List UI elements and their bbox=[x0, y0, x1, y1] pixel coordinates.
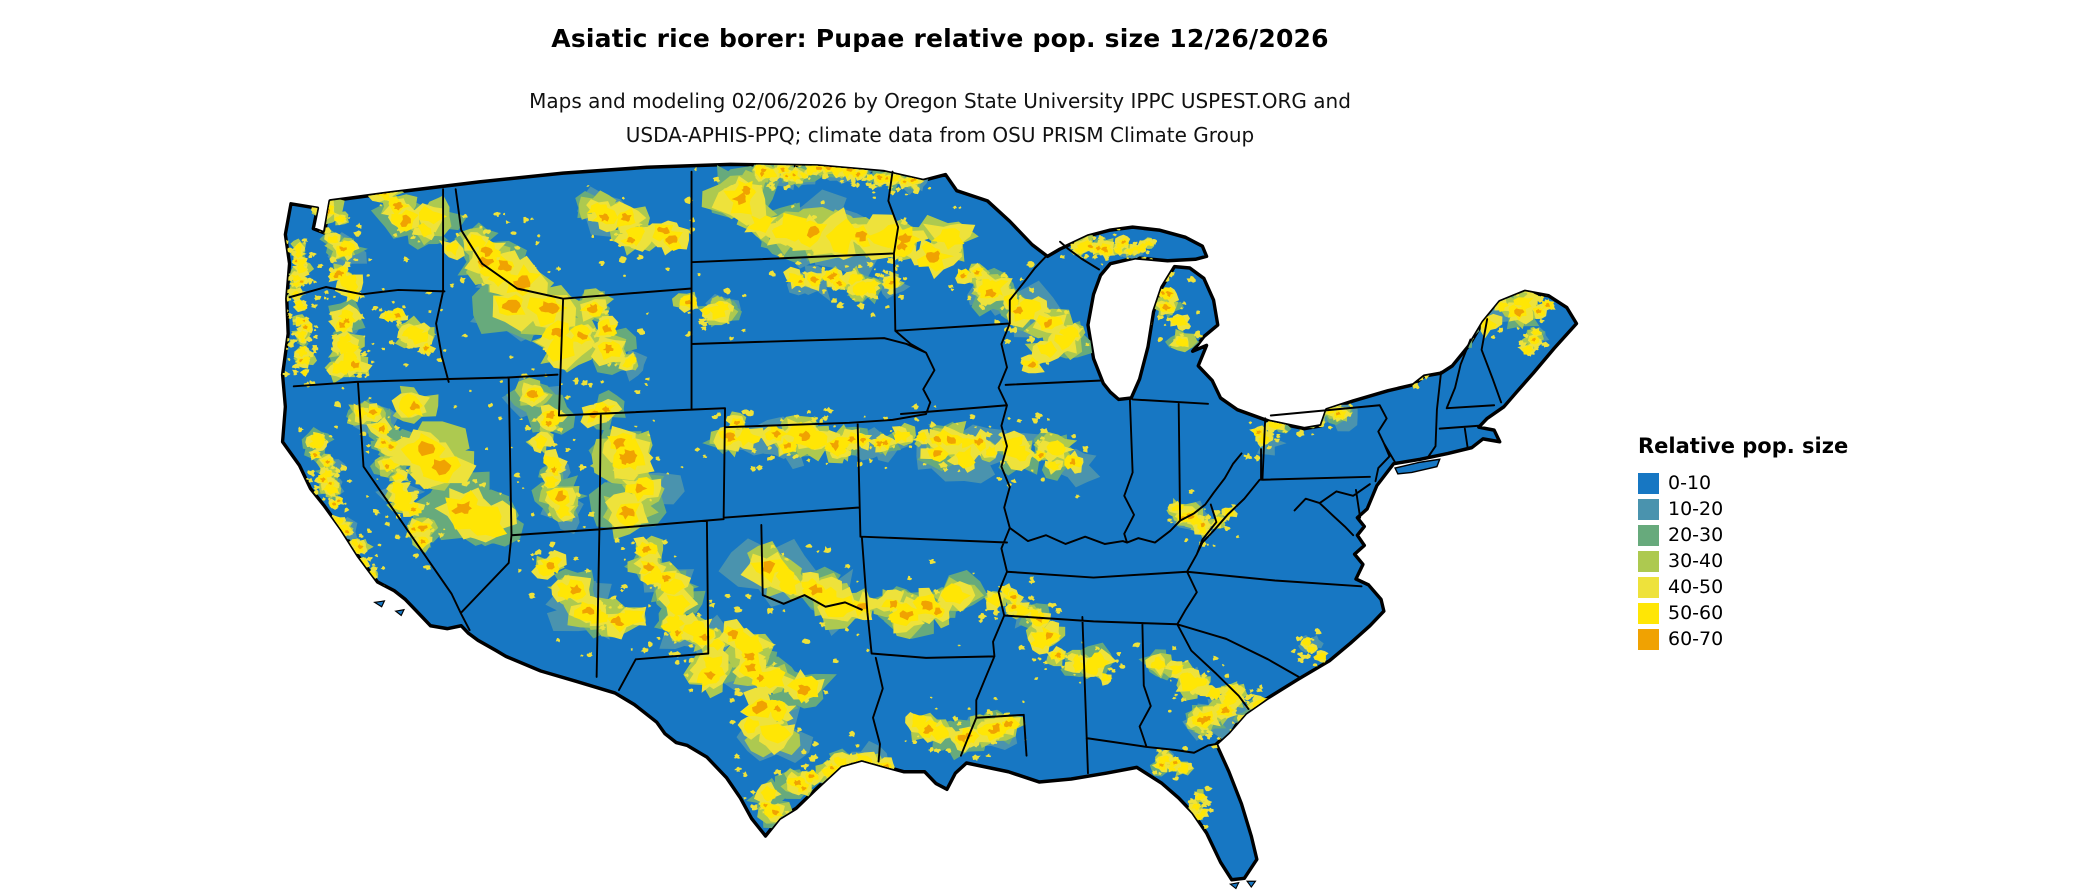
legend-swatch bbox=[1638, 576, 1659, 598]
legend-items: 0-10 10-20 20-30 30-40 40-50 50-60 60-70 bbox=[1638, 470, 1848, 652]
legend-swatch bbox=[1638, 524, 1659, 546]
legend-item: 30-40 bbox=[1638, 548, 1848, 574]
long-island bbox=[1394, 458, 1441, 475]
legend-item: 60-70 bbox=[1638, 626, 1848, 652]
legend-swatch bbox=[1638, 472, 1659, 494]
legend-label: 50-60 bbox=[1668, 601, 1724, 624]
population-raster-layers bbox=[282, 164, 1556, 829]
legend-label: 0-10 bbox=[1668, 471, 1712, 494]
legend-label: 20-30 bbox=[1668, 523, 1724, 546]
legend-swatch bbox=[1638, 602, 1659, 624]
legend: Relative pop. size 0-10 10-20 20-30 30-40 40… bbox=[1638, 434, 1848, 652]
page-title: Asiatic rice borer: Pupae relative pop. … bbox=[551, 24, 1329, 53]
map-container bbox=[270, 160, 1610, 890]
legend-item: 50-60 bbox=[1638, 600, 1848, 626]
legend-label: 40-50 bbox=[1668, 575, 1724, 598]
subtitle-line-2: USDA-APHIS-PPQ; climate data from OSU PR… bbox=[625, 123, 1255, 147]
legend-label: 30-40 bbox=[1668, 549, 1724, 572]
subtitle-line-1: Maps and modeling 02/06/2026 by Oregon S… bbox=[529, 89, 1351, 113]
channel-islands-and-florida-keys bbox=[373, 600, 1257, 890]
legend-label: 60-70 bbox=[1668, 627, 1724, 650]
legend-swatch bbox=[1638, 550, 1659, 572]
legend-item: 20-30 bbox=[1638, 522, 1848, 548]
legend-item: 10-20 bbox=[1638, 496, 1848, 522]
page-subtitle: Maps and modeling 02/06/2026 by Oregon S… bbox=[0, 84, 1880, 152]
us-map bbox=[280, 162, 1579, 890]
legend-label: 10-20 bbox=[1668, 497, 1724, 520]
legend-item: 0-10 bbox=[1638, 470, 1848, 496]
state-borders-lines bbox=[288, 170, 1503, 775]
legend-item: 40-50 bbox=[1638, 574, 1848, 600]
legend-title: Relative pop. size bbox=[1638, 434, 1849, 458]
legend-swatch bbox=[1638, 498, 1659, 520]
legend-swatch bbox=[1638, 628, 1659, 650]
